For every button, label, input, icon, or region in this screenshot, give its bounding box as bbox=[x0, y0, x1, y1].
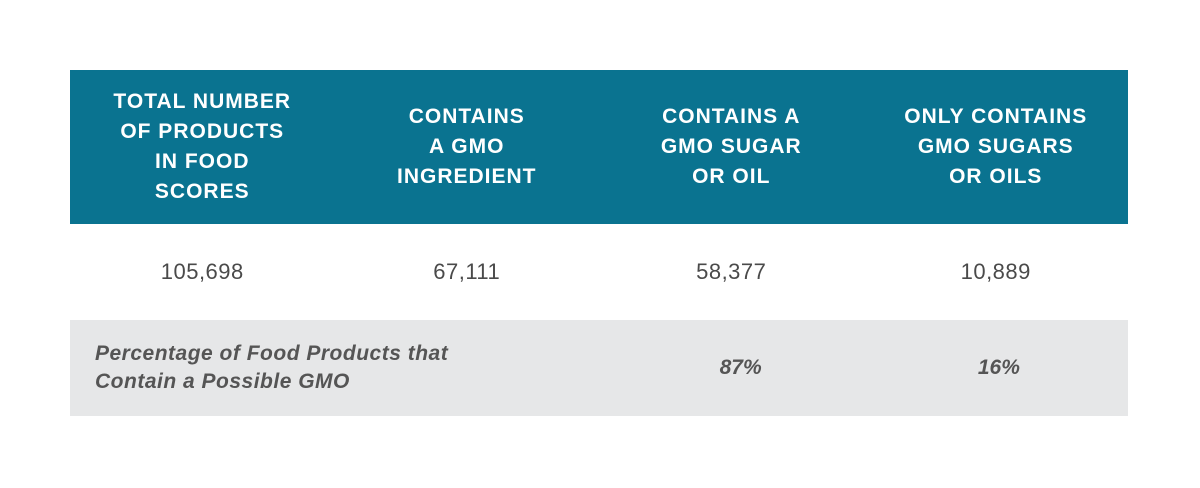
value-contains-gmo-sugar-or-oil: 58,377 bbox=[696, 259, 767, 284]
percentage-row: Percentage of Food Products that Contain… bbox=[70, 320, 1128, 416]
header-contains-gmo-sugar-or-oil: CONTAINS A GMO SUGAR OR OIL bbox=[660, 105, 802, 188]
percentage-only-gmo-sugars-or-oils: 16% bbox=[977, 356, 1020, 379]
percentage-possible-gmo: 87% bbox=[719, 356, 762, 379]
value-total-products: 105,698 bbox=[160, 259, 244, 284]
table-header-row: TOTAL NUMBER OF PRODUCTS IN FOOD SCORES … bbox=[70, 70, 1128, 224]
header-only-gmo-sugars-or-oils: ONLY CONTAINS GMO SUGARS OR OILS bbox=[904, 105, 1088, 188]
table-row: 105,698 67,111 58,377 10,889 bbox=[70, 224, 1128, 320]
gmo-table: TOTAL NUMBER OF PRODUCTS IN FOOD SCORES … bbox=[70, 70, 1128, 416]
percentage-label: Percentage of Food Products that Contain… bbox=[95, 342, 449, 393]
value-only-gmo-sugars-or-oils: 10,889 bbox=[960, 259, 1031, 284]
header-total-products: TOTAL NUMBER OF PRODUCTS IN FOOD SCORES bbox=[113, 90, 292, 203]
header-contains-gmo-ingredient: CONTAINS A GMO INGREDIENT bbox=[396, 105, 537, 188]
value-contains-gmo-ingredient: 67,111 bbox=[433, 259, 501, 284]
